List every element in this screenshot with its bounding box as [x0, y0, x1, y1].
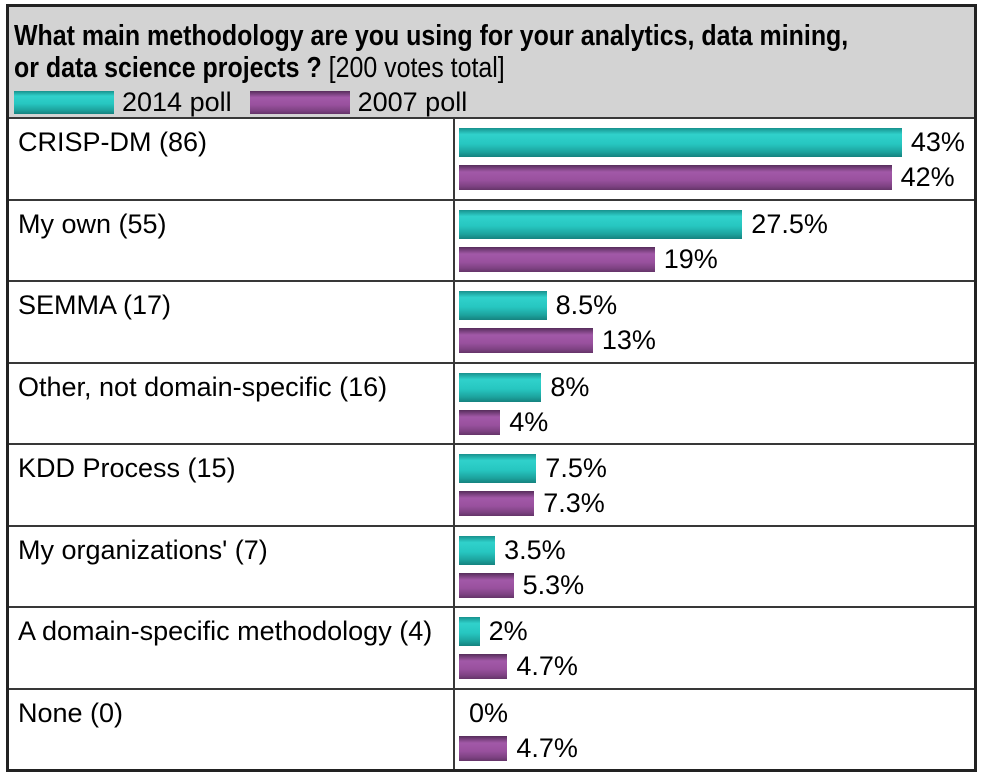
- value-label-2007: 19%: [663, 243, 718, 274]
- chart-rows: CRISP-DM (86) 43% 42% My own (55) 27.5% 19% SE…: [9, 119, 974, 769]
- bar-line-2007: 4%: [459, 406, 974, 437]
- bar-line-2014: 43%: [459, 128, 974, 157]
- table-row: SEMMA (17) 8.5% 13%: [9, 280, 974, 362]
- bar-line-2014: 8.5%: [459, 291, 974, 320]
- bar-2014: [459, 209, 743, 239]
- legend-swatch-2014-icon: [14, 91, 114, 114]
- bar-line-2007: 5.3%: [459, 569, 974, 600]
- bar-group: 8% 4%: [455, 364, 974, 444]
- bar-2007: [459, 328, 593, 353]
- bar-line-2007: 4.7%: [459, 651, 974, 681]
- chart-title-line1: What main methodology are you using for …: [14, 20, 848, 52]
- bar-2014: [459, 128, 902, 157]
- value-label-2007: 4.7%: [516, 651, 578, 681]
- bar-line-2007: 4.7%: [459, 732, 974, 763]
- table-row: CRISP-DM (86) 43% 42%: [9, 119, 974, 199]
- title-text-bold-2: or data science projects ?: [14, 52, 322, 84]
- value-label-2007: 4%: [509, 406, 549, 437]
- table-row: A domain-specific methodology (4) 2% 4.7%: [9, 606, 974, 688]
- bar-line-2014: 27.5%: [459, 208, 974, 239]
- value-label-2007: 5.3%: [522, 569, 585, 600]
- bar-2014: [459, 372, 542, 402]
- table-row: Other, not domain-specific (16) 8% 4%: [9, 361, 974, 444]
- bar-line-2014: 0%: [459, 699, 974, 728]
- bar-2007: [459, 165, 892, 190]
- bar-line-2014: 3.5%: [459, 534, 974, 565]
- legend-swatch-2007-icon: [249, 91, 350, 114]
- bar-group: 27.5% 19%: [455, 201, 974, 281]
- bar-group: 8.5% 13%: [455, 282, 974, 362]
- value-label-2014: 2%: [488, 616, 528, 646]
- value-label-2007: 4.7%: [516, 732, 578, 763]
- category-label: None (0): [9, 689, 455, 769]
- legend-item-2014: 2014 poll: [14, 89, 232, 116]
- category-label: My own (55): [9, 200, 455, 280]
- legend-item-2007: 2007 poll: [249, 87, 468, 117]
- value-label-2014: 3.5%: [504, 534, 566, 565]
- table-row: KDD Process (15) 7.5% 7.3%: [9, 443, 974, 525]
- value-label-2007: 42%: [900, 162, 955, 192]
- bar-line-2007: 19%: [459, 243, 974, 274]
- category-label: My organizations' (7): [9, 526, 455, 606]
- value-label-2014: 8%: [550, 371, 590, 402]
- category-label: SEMMA (17): [9, 282, 455, 362]
- bar-2007: [459, 572, 514, 598]
- table-row: My own (55) 27.5% 19%: [9, 198, 974, 281]
- bar-group: 3.5% 5.3%: [455, 527, 974, 607]
- bar-2007: [459, 409, 501, 435]
- bar-group: 2% 4.7%: [455, 608, 974, 688]
- bar-2014: [459, 535, 496, 565]
- legend-label-2007: 2007 poll: [357, 87, 468, 117]
- value-label-2014: 43%: [910, 127, 965, 157]
- chart-title-line2: or data science projects ? [200 votes to…: [14, 52, 833, 84]
- bar-group: 0% 4.7%: [455, 690, 974, 770]
- table-row: My organizations' (7) 3.5% 5.3%: [9, 524, 974, 607]
- bar-line-2014: 7.5%: [459, 454, 974, 483]
- value-label-2007: 7.3%: [543, 488, 605, 518]
- bar-group: 43% 42%: [455, 119, 974, 199]
- votes-total-text: [200 votes total]: [328, 52, 505, 84]
- bar-group: 7.5% 7.3%: [455, 445, 974, 525]
- bar-2014: [459, 454, 537, 483]
- bar-2007: [459, 735, 508, 761]
- category-label: KDD Process (15): [9, 445, 455, 525]
- value-label-2014: 7.5%: [545, 453, 607, 483]
- bar-line-2014: 2%: [459, 617, 974, 646]
- title-text-bold-1: What main methodology are you using for …: [14, 20, 849, 52]
- value-label-2007: 13%: [601, 325, 656, 355]
- poll-results-table: What main methodology are you using for …: [6, 4, 977, 772]
- chart-header: What main methodology are you using for …: [9, 7, 974, 119]
- category-label: CRISP-DM (86): [9, 119, 455, 199]
- value-label-2014: 0%: [469, 697, 509, 728]
- table-row: None (0) 0% 4.7%: [9, 687, 974, 770]
- category-label: Other, not domain-specific (16): [9, 363, 455, 443]
- value-label-2014: 8.5%: [555, 290, 618, 320]
- bar-2007: [459, 246, 655, 272]
- bar-line-2007: 13%: [459, 325, 974, 355]
- legend: 2014 poll 2007 poll: [14, 89, 966, 116]
- bar-line-2007: 42%: [459, 162, 974, 192]
- bar-2014: [459, 617, 480, 646]
- value-label-2014: 27.5%: [751, 208, 828, 239]
- bar-2007: [459, 654, 508, 679]
- bar-line-2014: 8%: [459, 371, 974, 402]
- category-label: A domain-specific methodology (4): [9, 608, 455, 688]
- bar-2014: [459, 291, 547, 320]
- legend-label-2014: 2014 poll: [122, 87, 232, 117]
- bar-2007: [459, 491, 535, 516]
- bar-line-2007: 7.3%: [459, 488, 974, 518]
